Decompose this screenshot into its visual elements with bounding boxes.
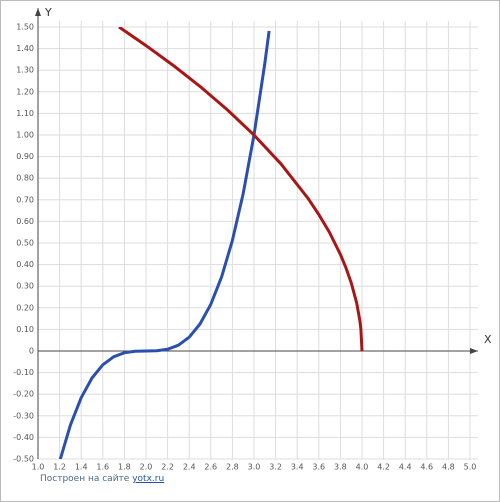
y-tick-label: -0.40 xyxy=(13,433,34,442)
x-tick-label: 2.6 xyxy=(204,463,217,472)
y-tick-label: 1.40 xyxy=(16,44,34,53)
x-tick-label: 1.0 xyxy=(32,463,45,472)
curve xyxy=(118,27,364,352)
x-tick-label: 3.4 xyxy=(291,463,304,472)
y-tick-label: 0.10 xyxy=(16,325,34,334)
y-tick-label: 1.20 xyxy=(16,87,34,96)
x-tick-label: 4.0 xyxy=(356,463,369,472)
x-tick-label: 3.8 xyxy=(334,463,347,472)
y-tick-label: -0.10 xyxy=(13,368,34,377)
y-tick-label: -0.30 xyxy=(13,411,34,420)
x-tick-label: 5.0 xyxy=(464,463,477,472)
y-tick-label: 0.60 xyxy=(16,217,34,226)
y-tick-label: 0.20 xyxy=(16,303,34,312)
curves xyxy=(58,27,364,459)
x-tick-label: 2.0 xyxy=(140,463,153,472)
y-tick-label: 0.30 xyxy=(16,282,34,291)
y-tick-label: 0.80 xyxy=(16,174,34,183)
x-tick-label: 2.4 xyxy=(183,463,196,472)
x-tick-label: 2.2 xyxy=(161,463,174,472)
x-tick-label: 1.6 xyxy=(96,463,109,472)
axes: 1.0 1.2 1.4 1.6 1.8 2.0 2.2 2.4 2.6 2.8 3.0 3.2 3.4 3… xyxy=(13,8,478,472)
x-tick-label: 1.8 xyxy=(118,463,131,472)
y-tick-label: 1.50 xyxy=(16,23,34,32)
footer: Построен на сайте yotx.ru xyxy=(40,474,164,484)
x-tick-label: 4.2 xyxy=(377,463,390,472)
y-tick-label: 1.00 xyxy=(16,131,34,140)
y-tick-label: 1.10 xyxy=(16,109,34,118)
x-tick-label: 3.6 xyxy=(312,463,325,472)
y-tick-label: 0.50 xyxy=(16,239,34,248)
x-axis-arrow xyxy=(470,348,478,354)
y-tick-label: 0.90 xyxy=(16,152,34,161)
x-tick-label: 2.8 xyxy=(226,463,239,472)
grid xyxy=(37,21,478,460)
x-tick-label: 3.0 xyxy=(248,463,261,472)
y-axis-arrow xyxy=(35,8,41,16)
x-tick-label: 4.8 xyxy=(442,463,455,472)
x-tick-label: 4.4 xyxy=(399,463,412,472)
x-tick-label: 3.2 xyxy=(269,463,282,472)
curve xyxy=(58,30,271,459)
x-tick-label: 4.6 xyxy=(420,463,433,472)
y-axis-label: Y xyxy=(44,6,52,19)
y-tick-label: 0.40 xyxy=(16,260,34,269)
y-tick-label: 1.30 xyxy=(16,66,34,75)
x-tick-label: 1.4 xyxy=(75,463,88,472)
x-tick-label: 1.2 xyxy=(53,463,66,472)
x-axis-label: X xyxy=(484,333,492,346)
y-tick-label: 0 xyxy=(29,347,34,356)
footer-text: Построен на сайте xyxy=(40,474,130,484)
footer-link[interactable]: yotx.ru xyxy=(132,474,165,484)
y-tick-label: -0.50 xyxy=(13,455,34,464)
y-tick-label: 0.70 xyxy=(16,195,34,204)
y-tick-label: -0.20 xyxy=(13,390,34,399)
